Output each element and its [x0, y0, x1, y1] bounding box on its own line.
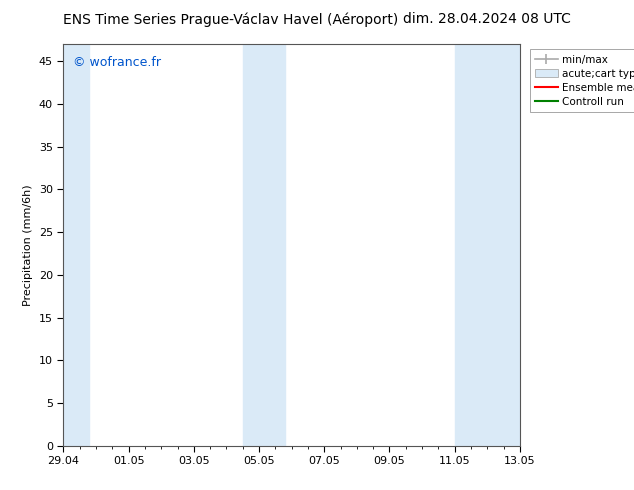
Bar: [455, 44, 520, 446]
Text: ENS Time Series Prague-Václav Havel (Aéroport): ENS Time Series Prague-Václav Havel (Aér…: [63, 12, 399, 27]
Bar: [243, 44, 285, 446]
Legend: min/max, acute;cart type, Ensemble mean run, Controll run: min/max, acute;cart type, Ensemble mean …: [529, 49, 634, 112]
Bar: [63, 44, 89, 446]
Y-axis label: Precipitation (mm/6h): Precipitation (mm/6h): [23, 184, 34, 306]
Text: © wofrance.fr: © wofrance.fr: [72, 56, 160, 69]
Text: dim. 28.04.2024 08 UTC: dim. 28.04.2024 08 UTC: [403, 12, 571, 26]
